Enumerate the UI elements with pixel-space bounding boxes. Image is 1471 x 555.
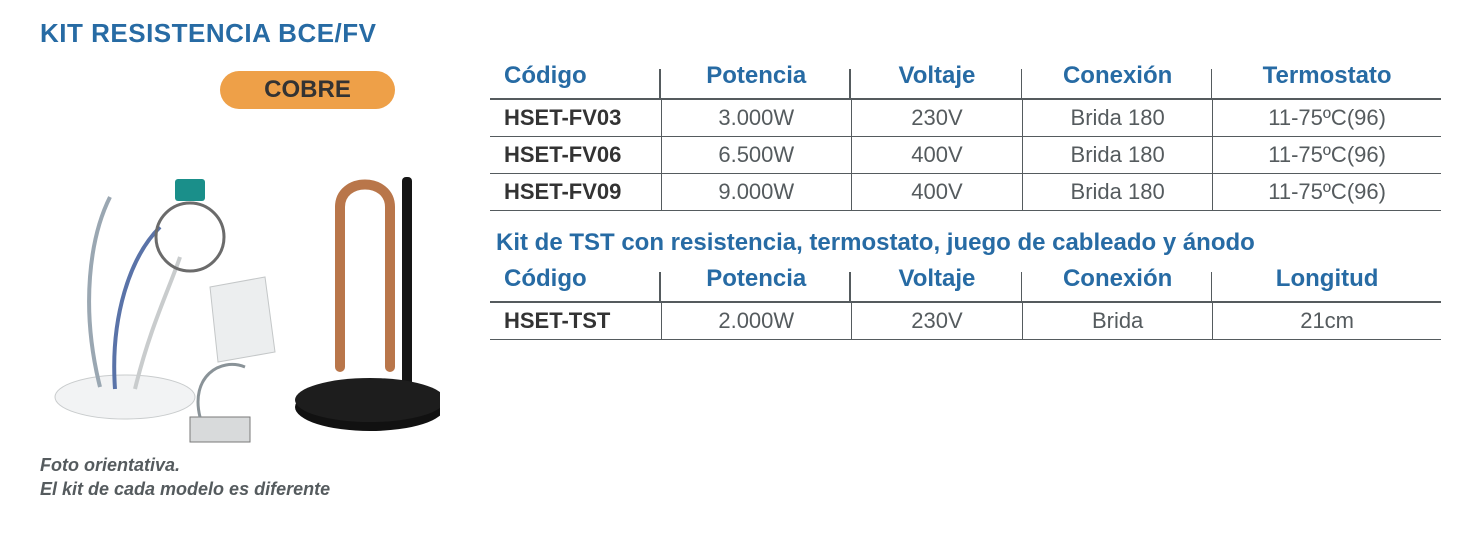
right-column: Código Potencia Voltaje Conexión Termost… — [490, 18, 1441, 502]
table-row: HSET-FV06 6.500W 400V Brida 180 11-75ºC(… — [490, 137, 1441, 174]
caption-line-1: Foto orientativa. — [40, 455, 180, 475]
cell-voltaje: 230V — [851, 99, 1022, 137]
cell-conexion: Brida 180 — [1023, 137, 1213, 174]
page-title: KIT RESISTENCIA BCE/FV — [40, 18, 440, 49]
page-layout: KIT RESISTENCIA BCE/FV COBRE — [40, 18, 1441, 502]
cell-conexion: Brida — [1023, 302, 1213, 340]
col-conexion: Conexión — [1023, 56, 1213, 99]
caption-line-2: El kit de cada modelo es diferente — [40, 479, 330, 499]
table-row: HSET-TST 2.000W 230V Brida 21cm — [490, 302, 1441, 340]
cell-potencia: 2.000W — [661, 302, 851, 340]
col-voltaje: Voltaje — [851, 259, 1022, 302]
table-header-row: Código Potencia Voltaje Conexión Termost… — [490, 56, 1441, 99]
cell-codigo: HSET-FV03 — [490, 99, 661, 137]
section-subtitle: Kit de TST con resistencia, termostato, … — [496, 229, 1441, 257]
col-potencia: Potencia — [661, 56, 851, 99]
table-row: HSET-FV09 9.000W 400V Brida 180 11-75ºC(… — [490, 174, 1441, 211]
cell-codigo: HSET-FV06 — [490, 137, 661, 174]
col-codigo: Código — [490, 56, 661, 99]
col-voltaje: Voltaje — [851, 56, 1022, 99]
col-codigo: Código — [490, 259, 661, 302]
col-longitud: Longitud — [1213, 259, 1441, 302]
cell-conexion: Brida 180 — [1023, 174, 1213, 211]
cell-longitud: 21cm — [1213, 302, 1441, 340]
cell-termostato: 11-75ºC(96) — [1213, 137, 1441, 174]
image-caption: Foto orientativa. El kit de cada modelo … — [40, 453, 440, 502]
table-header-row: Código Potencia Voltaje Conexión Longitu… — [490, 259, 1441, 302]
cell-potencia: 9.000W — [661, 174, 851, 211]
cell-codigo: HSET-FV09 — [490, 174, 661, 211]
cell-conexion: Brida 180 — [1023, 99, 1213, 137]
col-termostato: Termostato — [1213, 56, 1441, 99]
specs-table-2: Código Potencia Voltaje Conexión Longitu… — [490, 259, 1441, 340]
cell-potencia: 6.500W — [661, 137, 851, 174]
cell-termostato: 11-75ºC(96) — [1213, 99, 1441, 137]
product-kit-image — [40, 117, 440, 447]
cell-voltaje: 400V — [851, 137, 1022, 174]
table-row: HSET-FV03 3.000W 230V Brida 180 11-75ºC(… — [490, 99, 1441, 137]
col-conexion: Conexión — [1023, 259, 1213, 302]
cell-codigo: HSET-TST — [490, 302, 661, 340]
cell-termostato: 11-75ºC(96) — [1213, 174, 1441, 211]
material-badge: COBRE — [220, 71, 395, 109]
specs-table-1: Código Potencia Voltaje Conexión Termost… — [490, 56, 1441, 211]
cell-voltaje: 400V — [851, 174, 1022, 211]
cell-voltaje: 230V — [851, 302, 1022, 340]
left-column: KIT RESISTENCIA BCE/FV COBRE — [40, 18, 440, 502]
col-potencia: Potencia — [661, 259, 851, 302]
cell-potencia: 3.000W — [661, 99, 851, 137]
